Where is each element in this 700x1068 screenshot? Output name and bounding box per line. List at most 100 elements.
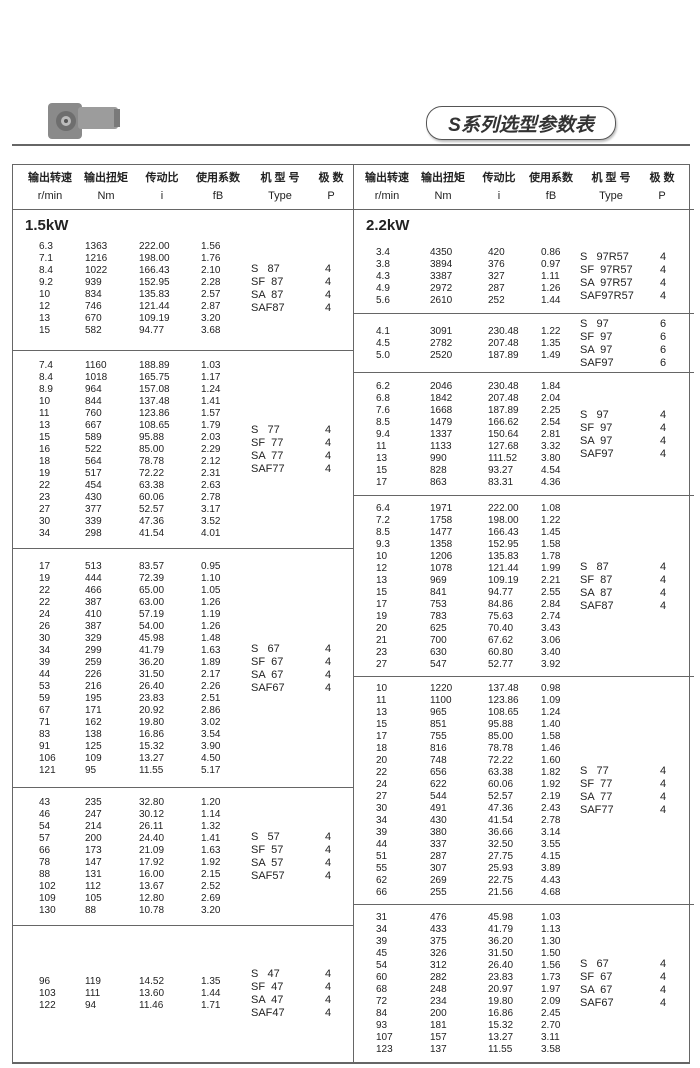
ratio-cell: 135.83 bbox=[488, 550, 519, 562]
type-list: S 97 4 SF 97 4 SA 97 4 SAF97 4 bbox=[580, 409, 680, 461]
torque-cell: 964 bbox=[85, 384, 102, 395]
model-group: 6.4 1971 222.00 1.08 7.2 1758 198.00 1.22 8.5 147… bbox=[354, 496, 694, 677]
table-row: 6.3 1363 222.00 1.56 bbox=[13, 241, 233, 253]
torque-cell: 3387 bbox=[430, 271, 453, 282]
service-factor-cell: 2.25 bbox=[541, 404, 561, 416]
type-row: SAF57 4 bbox=[251, 870, 351, 883]
torque-cell: 1100 bbox=[430, 695, 452, 706]
type-list: S 97R57 4 SF 97R57 4 SA 97R57 4 SAF97R57 4 bbox=[580, 251, 680, 303]
table-row: 7.6 1668 187.89 2.25 bbox=[354, 405, 574, 417]
speed-cell: 39 bbox=[376, 827, 388, 838]
speed-cell: 5.0 bbox=[376, 349, 390, 361]
model-type: SF 57 bbox=[251, 844, 284, 856]
table-row: 23 430 60.06 2.78 bbox=[13, 492, 233, 504]
speed-cell: 83 bbox=[39, 728, 51, 740]
ratio-cell: 157.08 bbox=[139, 384, 170, 395]
table-row: 34 430 41.54 2.78 bbox=[354, 815, 574, 827]
ratio-cell: 127.68 bbox=[488, 440, 519, 452]
ratio-cell: 70.40 bbox=[488, 622, 514, 634]
table-row: 6.2 2046 230.48 1.84 bbox=[354, 381, 574, 393]
ratio-cell: 166.43 bbox=[488, 526, 519, 538]
service-factor-cell: 4.36 bbox=[541, 476, 561, 488]
table-row: 13 670 109.19 3.20 bbox=[13, 313, 233, 325]
column-header-zh: 传动比 bbox=[482, 172, 516, 184]
ratio-cell: 83.31 bbox=[488, 476, 514, 488]
ratio-cell: 63.38 bbox=[488, 767, 514, 778]
type-list: S 97 6 SF 97 6 SA 97 6 SAF97 6 bbox=[580, 318, 680, 370]
ratio-cell: 20.97 bbox=[488, 983, 514, 995]
model-group: 17 513 83.57 0.95 19 444 72.39 1.10 22 466 65.00 1.… bbox=[13, 549, 353, 788]
ratio-cell: 165.75 bbox=[139, 372, 170, 383]
service-factor-cell: 3.55 bbox=[541, 839, 561, 850]
torque-cell: 547 bbox=[430, 658, 447, 670]
model-group: 6.2 2046 230.48 1.84 6.8 1842 207.48 2.04 7.6 166… bbox=[354, 373, 694, 496]
ratio-cell: 47.36 bbox=[139, 516, 165, 527]
service-factor-cell: 1.08 bbox=[541, 502, 561, 514]
service-factor-cell: 2.45 bbox=[541, 1007, 561, 1019]
model-type: SF 97 bbox=[580, 330, 613, 343]
table-row: 22 656 63.38 1.82 bbox=[354, 767, 574, 779]
ratio-cell: 17.92 bbox=[139, 857, 165, 868]
speed-cell: 12 bbox=[39, 301, 51, 312]
model-type: SAF97 bbox=[580, 447, 614, 460]
type-row: SF 67 4 bbox=[251, 656, 351, 669]
speed-cell: 6.4 bbox=[376, 502, 390, 514]
table-row: 46 247 30.12 1.14 bbox=[13, 809, 233, 821]
speed-cell: 55 bbox=[376, 863, 388, 874]
ratio-cell: 36.20 bbox=[488, 935, 514, 947]
ratio-cell: 16.00 bbox=[139, 869, 165, 880]
torque-cell: 200 bbox=[85, 833, 102, 844]
poles: 4 bbox=[660, 983, 667, 996]
type-row: SA 87 4 bbox=[251, 289, 351, 302]
speed-cell: 67 bbox=[39, 704, 51, 716]
column-header-unit: Nm bbox=[97, 190, 115, 202]
speed-cell: 10 bbox=[376, 683, 388, 694]
model-type: SA 77 bbox=[251, 450, 284, 462]
speed-cell: 23 bbox=[376, 646, 388, 658]
column-header-zh: 机 型 号 bbox=[260, 172, 300, 184]
type-row: SA 97R57 4 bbox=[580, 277, 680, 290]
service-factor-cell: 1.97 bbox=[541, 983, 561, 995]
service-factor-cell: 1.20 bbox=[201, 797, 221, 808]
page-title: S系列选型参数表 bbox=[426, 106, 616, 140]
torque-cell: 248 bbox=[430, 983, 447, 995]
speed-cell: 30 bbox=[376, 803, 388, 814]
data-rows: 96 119 14.52 1.35 103 111 13.60 1.44 122 94 11.46 1… bbox=[13, 976, 233, 1012]
table-row: 5.0 2520 187.89 1.49 bbox=[354, 350, 574, 362]
ratio-cell: 207.48 bbox=[488, 392, 519, 404]
type-row: SF 77 4 bbox=[251, 437, 351, 450]
speed-cell: 130 bbox=[39, 905, 56, 916]
poles: 4 bbox=[325, 968, 332, 980]
table-header-left: 输出转速 r/min 输出扭矩 Nm 传动比 i 使用系数 fB 机 型 号 Type 极 数 P bbox=[13, 165, 353, 210]
service-factor-cell: 3.06 bbox=[541, 634, 561, 646]
speed-cell: 72 bbox=[376, 995, 388, 1007]
service-factor-cell: 1.30 bbox=[541, 935, 561, 947]
speed-cell: 17 bbox=[376, 731, 388, 742]
model-type: S 97R57 bbox=[580, 251, 629, 263]
service-factor-cell: 1.58 bbox=[541, 538, 561, 550]
ratio-cell: 94.77 bbox=[488, 586, 514, 598]
type-row: SF 47 4 bbox=[251, 981, 351, 994]
ratio-cell: 60.06 bbox=[139, 492, 165, 503]
speed-cell: 107 bbox=[376, 1031, 393, 1043]
ratio-cell: 72.39 bbox=[139, 572, 165, 584]
speed-cell: 7.1 bbox=[39, 253, 53, 264]
ratio-cell: 152.95 bbox=[488, 538, 519, 550]
table-row: 12 1078 121.44 1.99 bbox=[354, 563, 574, 575]
type-list: S 87 4 SF 87 4 SA 87 4 SAF87 4 bbox=[580, 561, 680, 613]
speed-cell: 27 bbox=[39, 504, 51, 515]
torque-cell: 259 bbox=[85, 656, 102, 668]
ratio-cell: 16.86 bbox=[488, 1007, 514, 1019]
data-rows: 3.4 4350 420 0.86 3.8 3894 376 0.97 4.3 3387 327 1.… bbox=[354, 247, 574, 307]
service-factor-cell: 1.78 bbox=[541, 550, 561, 562]
poles: 4 bbox=[325, 302, 332, 314]
data-rows: 4.1 3091 230.48 1.22 4.5 2782 207.48 1.35 5.0 252… bbox=[354, 326, 574, 362]
service-factor-cell: 1.92 bbox=[201, 857, 221, 868]
ratio-cell: 222.00 bbox=[139, 241, 170, 252]
service-factor-cell: 1.44 bbox=[541, 295, 561, 306]
table-row: 39 375 36.20 1.30 bbox=[354, 936, 574, 948]
torque-cell: 1668 bbox=[430, 404, 453, 416]
service-factor-cell: 2.17 bbox=[201, 668, 221, 680]
speed-cell: 6.3 bbox=[39, 241, 53, 252]
service-factor-cell: 4.15 bbox=[541, 851, 561, 862]
